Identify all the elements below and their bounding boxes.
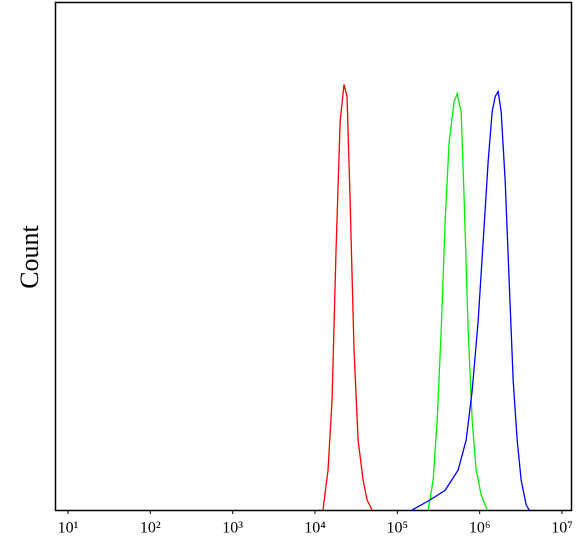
x-tick-label: 10³ <box>222 520 243 537</box>
x-tick-label: 10² <box>140 520 161 537</box>
x-tick-label: 10⁷ <box>551 520 573 537</box>
histogram-line <box>322 84 373 511</box>
x-tick-label: 10⁶ <box>469 520 491 537</box>
x-tick-label: 10⁴ <box>304 520 326 537</box>
histogram-line <box>411 89 530 511</box>
histogram-line <box>427 91 488 511</box>
x-tick-label: 10¹ <box>58 520 79 537</box>
plot-frame <box>54 1 573 512</box>
x-tick-label: 10⁵ <box>387 520 409 537</box>
y-axis-label: Count <box>15 224 44 288</box>
